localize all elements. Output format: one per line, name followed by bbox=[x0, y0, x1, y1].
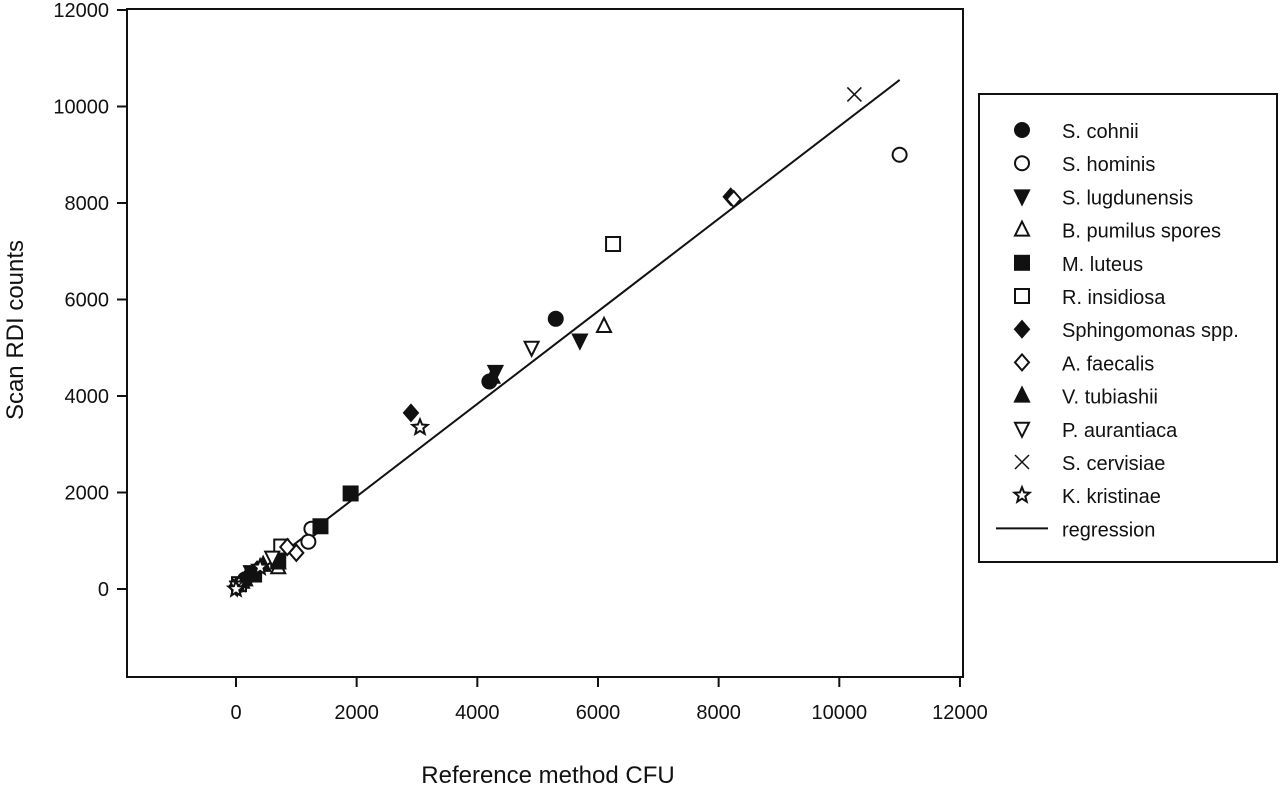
legend-marker bbox=[1011, 484, 1033, 504]
legend-marker bbox=[1014, 155, 1030, 172]
data-point bbox=[409, 416, 431, 436]
regression-line bbox=[235, 79, 901, 590]
legend-entry-label: S. cohnii bbox=[1062, 121, 1139, 143]
data-point bbox=[263, 550, 281, 568]
x-tick-label: 10000 bbox=[811, 702, 867, 724]
data-point bbox=[522, 340, 541, 358]
y-tick-label: 4000 bbox=[65, 386, 110, 408]
data-point bbox=[725, 189, 743, 209]
legend: S. cohnii S. hominis S. lugdunensis B. pumi… bbox=[978, 93, 1278, 563]
data-point bbox=[249, 556, 271, 577]
x-axis-label: Reference method CFU bbox=[421, 762, 674, 785]
legend-entry-label: V. tubiashii bbox=[1062, 387, 1158, 409]
legend-marker bbox=[1013, 421, 1031, 440]
y-axis-label: Scan RDI counts bbox=[2, 240, 29, 420]
legend-entry-label: K. kristinae bbox=[1062, 486, 1161, 508]
data-point bbox=[312, 518, 329, 535]
y-axis: 0 2000 4000 6000 8000 10000 12000 bbox=[53, 0, 127, 601]
y-tick-label: 10000 bbox=[53, 97, 109, 119]
legend-entry-label: Sphingomonas spp. bbox=[1062, 320, 1239, 342]
plot-area-frame bbox=[126, 8, 964, 678]
data-point bbox=[483, 366, 502, 384]
regression-layer bbox=[235, 79, 901, 590]
legend-entry-label: S. hominis bbox=[1062, 154, 1155, 176]
y-tick-label: 6000 bbox=[65, 290, 110, 312]
legend-marker bbox=[1014, 122, 1030, 138]
legend-marker bbox=[1014, 254, 1030, 271]
y-tick-label: 8000 bbox=[65, 193, 110, 215]
series-k-kristinae bbox=[225, 416, 431, 598]
y-tick-label: 0 bbox=[98, 579, 109, 601]
legend-marker bbox=[1013, 319, 1031, 339]
data-point bbox=[300, 533, 317, 550]
series-r-insidiosa bbox=[231, 236, 622, 593]
legend-marker bbox=[1014, 454, 1030, 470]
data-point bbox=[402, 403, 420, 423]
legend-marker bbox=[1014, 288, 1030, 304]
legend-marker bbox=[1013, 189, 1031, 207]
legend-entry-label: S. cervisiae bbox=[1062, 453, 1165, 475]
x-tick-label: 6000 bbox=[576, 702, 621, 724]
data-point bbox=[571, 333, 589, 351]
legend-entry-label: M. luteus bbox=[1062, 254, 1143, 276]
x-axis: 0 2000 4000 6000 8000 10000 12000 bbox=[230, 677, 988, 724]
x-tick-label: 4000 bbox=[455, 702, 500, 724]
y-tick-label: 12000 bbox=[53, 0, 109, 22]
legend-items: S. cohnii S. hominis S. lugdunensis B. pumi… bbox=[996, 121, 1239, 541]
legend-marker bbox=[1013, 352, 1031, 372]
legend-entry-label: R. insidiosa bbox=[1062, 287, 1166, 309]
legend-marker bbox=[1013, 385, 1031, 403]
data-point bbox=[846, 86, 862, 102]
legend-entry-label: S. lugdunensis bbox=[1062, 187, 1193, 209]
data-point bbox=[547, 310, 564, 327]
series-s-cervisiae bbox=[231, 86, 862, 593]
legend-entry-label: regression bbox=[1062, 519, 1155, 541]
data-point bbox=[342, 485, 359, 502]
x-tick-label: 0 bbox=[230, 702, 241, 724]
legend-entry-label: P. aurantiaca bbox=[1062, 420, 1178, 442]
x-tick-label: 8000 bbox=[696, 702, 741, 724]
data-point bbox=[225, 578, 247, 598]
y-tick-label: 2000 bbox=[65, 483, 110, 505]
series-s-hominis bbox=[237, 146, 908, 588]
legend-entry-label: B. pumilus spores bbox=[1062, 221, 1221, 243]
x-tick-label: 12000 bbox=[932, 702, 988, 724]
data-point bbox=[891, 146, 908, 163]
x-tick-label: 2000 bbox=[334, 702, 379, 724]
data-points-layer bbox=[225, 86, 908, 598]
data-point bbox=[278, 537, 296, 557]
data-point bbox=[605, 236, 622, 253]
legend-entry-label: A. faecalis bbox=[1062, 353, 1154, 375]
data-point bbox=[595, 315, 613, 334]
legend-marker bbox=[1013, 219, 1031, 237]
